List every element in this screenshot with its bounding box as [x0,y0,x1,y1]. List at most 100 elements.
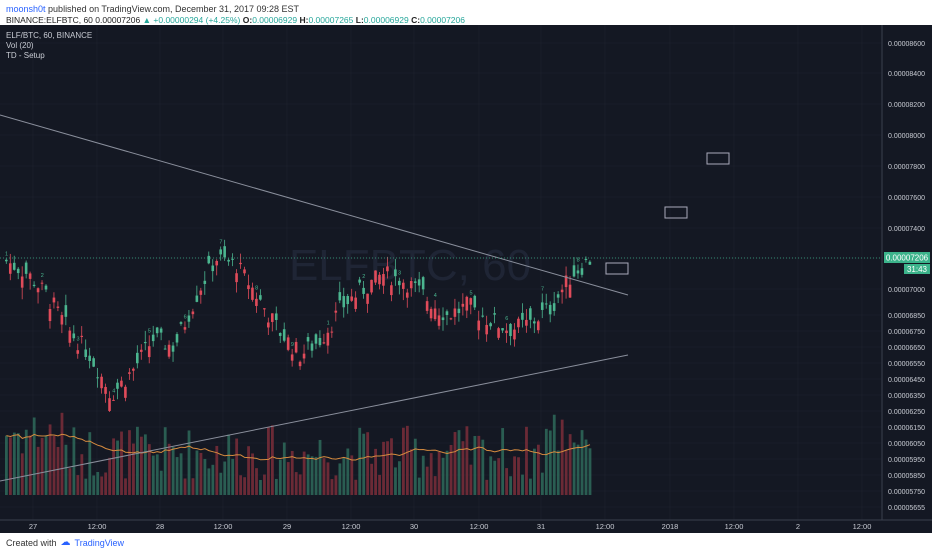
volume-bar [588,448,592,495]
td-number: 2 [362,274,365,280]
volume-bar [179,453,183,495]
volume-bar [207,468,211,495]
author-link[interactable]: moonsh0t [6,4,46,14]
candle-body [96,377,99,379]
candle-body [263,308,266,310]
candle-body [366,293,369,304]
candle-body [16,268,20,274]
candle-body [183,327,187,330]
volume-bar [211,464,215,495]
volume-bar [509,476,512,495]
candle-body [278,332,282,336]
volume-bar [64,444,68,495]
candle-body [461,303,465,307]
volume-bar [402,427,405,495]
volume-bar [477,435,481,495]
volume-bar [314,456,318,495]
time-tick: 28 [156,522,164,531]
legend-volume: Vol (20) [6,41,34,50]
projection-box-3[interactable] [706,152,730,165]
td-number: 8 [255,285,258,291]
volume-bar [540,472,544,495]
candle-body [211,265,215,272]
volume-bar [231,458,235,495]
candle-body [358,279,361,283]
volume-bar [465,426,469,495]
candle-body [421,277,425,290]
candle-body [159,328,163,333]
volume-bar [529,478,532,495]
candle-body [417,279,421,286]
candle-body [199,290,203,295]
candle-body [187,315,191,322]
volume-bar [449,444,453,495]
volume-bar [481,439,485,495]
countdown-badge [904,264,930,274]
time-tick: 29 [283,522,291,531]
volume-bar [533,448,536,495]
volume-bar [417,477,421,495]
volume-bar [338,463,342,495]
candle-body [247,285,250,290]
candle-body [136,352,139,364]
volume-bar [104,472,108,495]
volume-bar [286,462,290,495]
volume-bar [274,478,278,495]
candle-body [100,376,103,389]
price-tick: 0.00006450 [888,377,925,384]
candle-body [290,354,294,361]
volume-bar [354,479,358,495]
price-tick: 0.00006550 [888,361,925,368]
volume-bar [100,476,104,495]
candle-body [179,322,183,324]
candle-body [588,261,592,265]
candle-body [548,304,552,315]
candle-body [390,285,393,296]
footer-brand[interactable]: TradingView [74,537,125,548]
projection-box-2[interactable] [664,206,688,219]
change-up-icon: ▲ [142,15,152,25]
price-tick: 0.00008600 [888,41,925,48]
volume-bar [203,458,207,495]
candle-body [155,327,159,334]
candle-body [402,282,405,289]
candle-body [580,268,584,275]
volume-ma-line [6,433,591,461]
candles [5,239,592,412]
volume-bar [128,430,131,495]
volume-bar [195,450,199,495]
candle-body [425,301,429,311]
candle-body [72,333,76,339]
volume-bar [330,479,334,495]
volume-bar [20,453,24,495]
volume-bar [227,434,231,495]
candle-body [370,279,373,293]
candle-body [243,269,246,274]
volume-bar [457,430,461,495]
volume-bar [441,457,445,495]
volume-bar [489,456,493,495]
volume-bar [350,455,354,495]
td-number: 1 [327,321,330,327]
volume-bar [270,425,274,495]
candle-body [294,341,298,353]
symbol-label: BINANCE:ELFBTC, 60 [6,15,93,25]
candle-body [203,280,207,284]
candle-body [64,305,68,317]
volume-bar [147,444,151,495]
candle-body [104,386,107,394]
time-tick: 12:00 [470,522,489,531]
candle-body [326,332,330,346]
last-price-badge [884,252,930,263]
projection-box-1[interactable] [605,262,629,275]
volume-bar [24,429,28,495]
lower-trendline [0,354,629,482]
volume-bar [183,478,187,495]
candle-body [259,295,262,300]
volume-bar [175,457,179,495]
volume-bar [199,452,203,495]
volume-bar [413,438,417,495]
volume-bar [282,442,286,495]
volume-bar [445,450,449,495]
